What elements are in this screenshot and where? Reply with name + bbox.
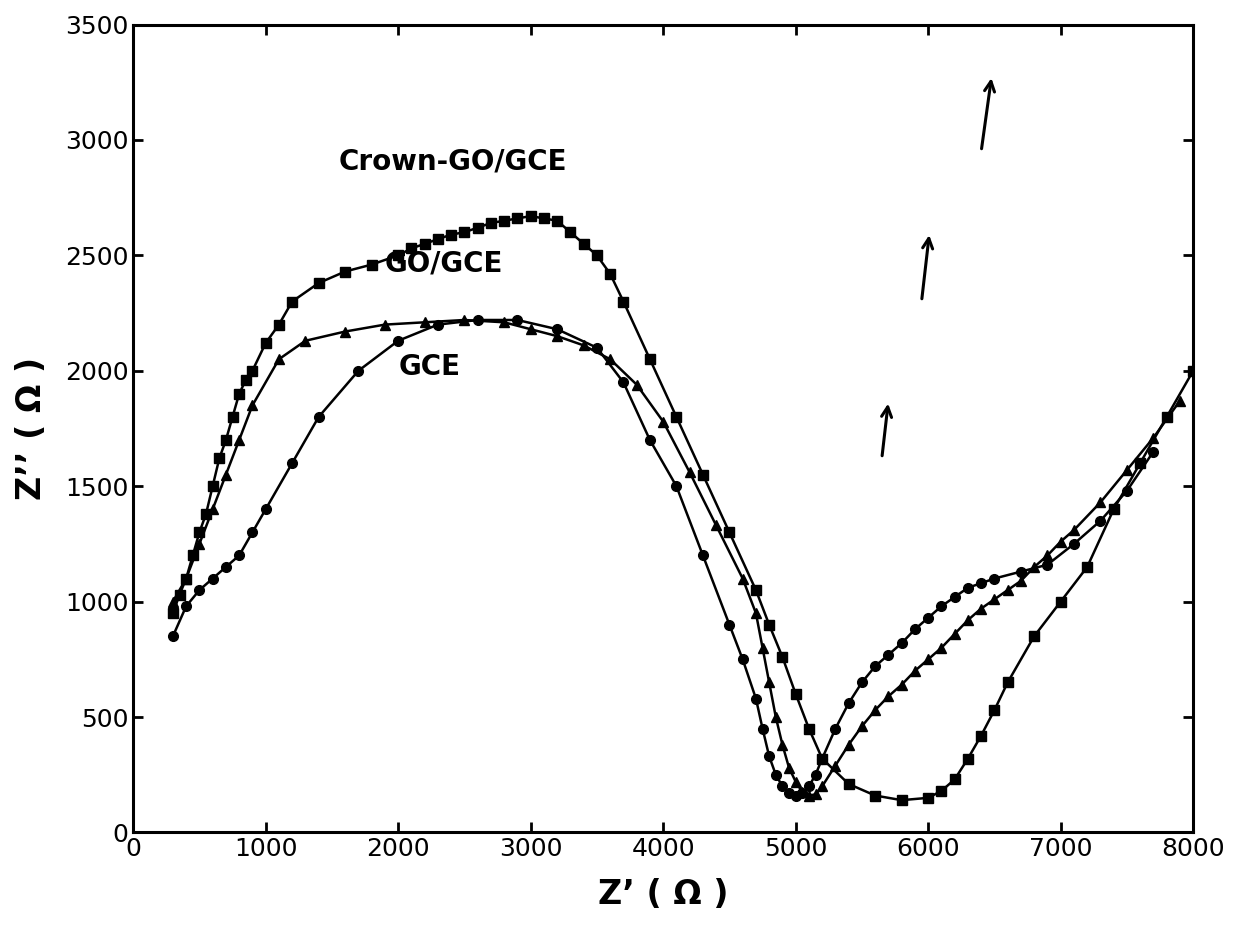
Text: GCE: GCE <box>398 354 460 382</box>
Text: GO/GCE: GO/GCE <box>384 249 503 278</box>
X-axis label: Z’ ( Ω ): Z’ ( Ω ) <box>598 878 728 911</box>
Text: Crown-GO/GCE: Crown-GO/GCE <box>339 148 567 176</box>
Y-axis label: Z’’ ( Ω ): Z’’ ( Ω ) <box>15 357 48 500</box>
